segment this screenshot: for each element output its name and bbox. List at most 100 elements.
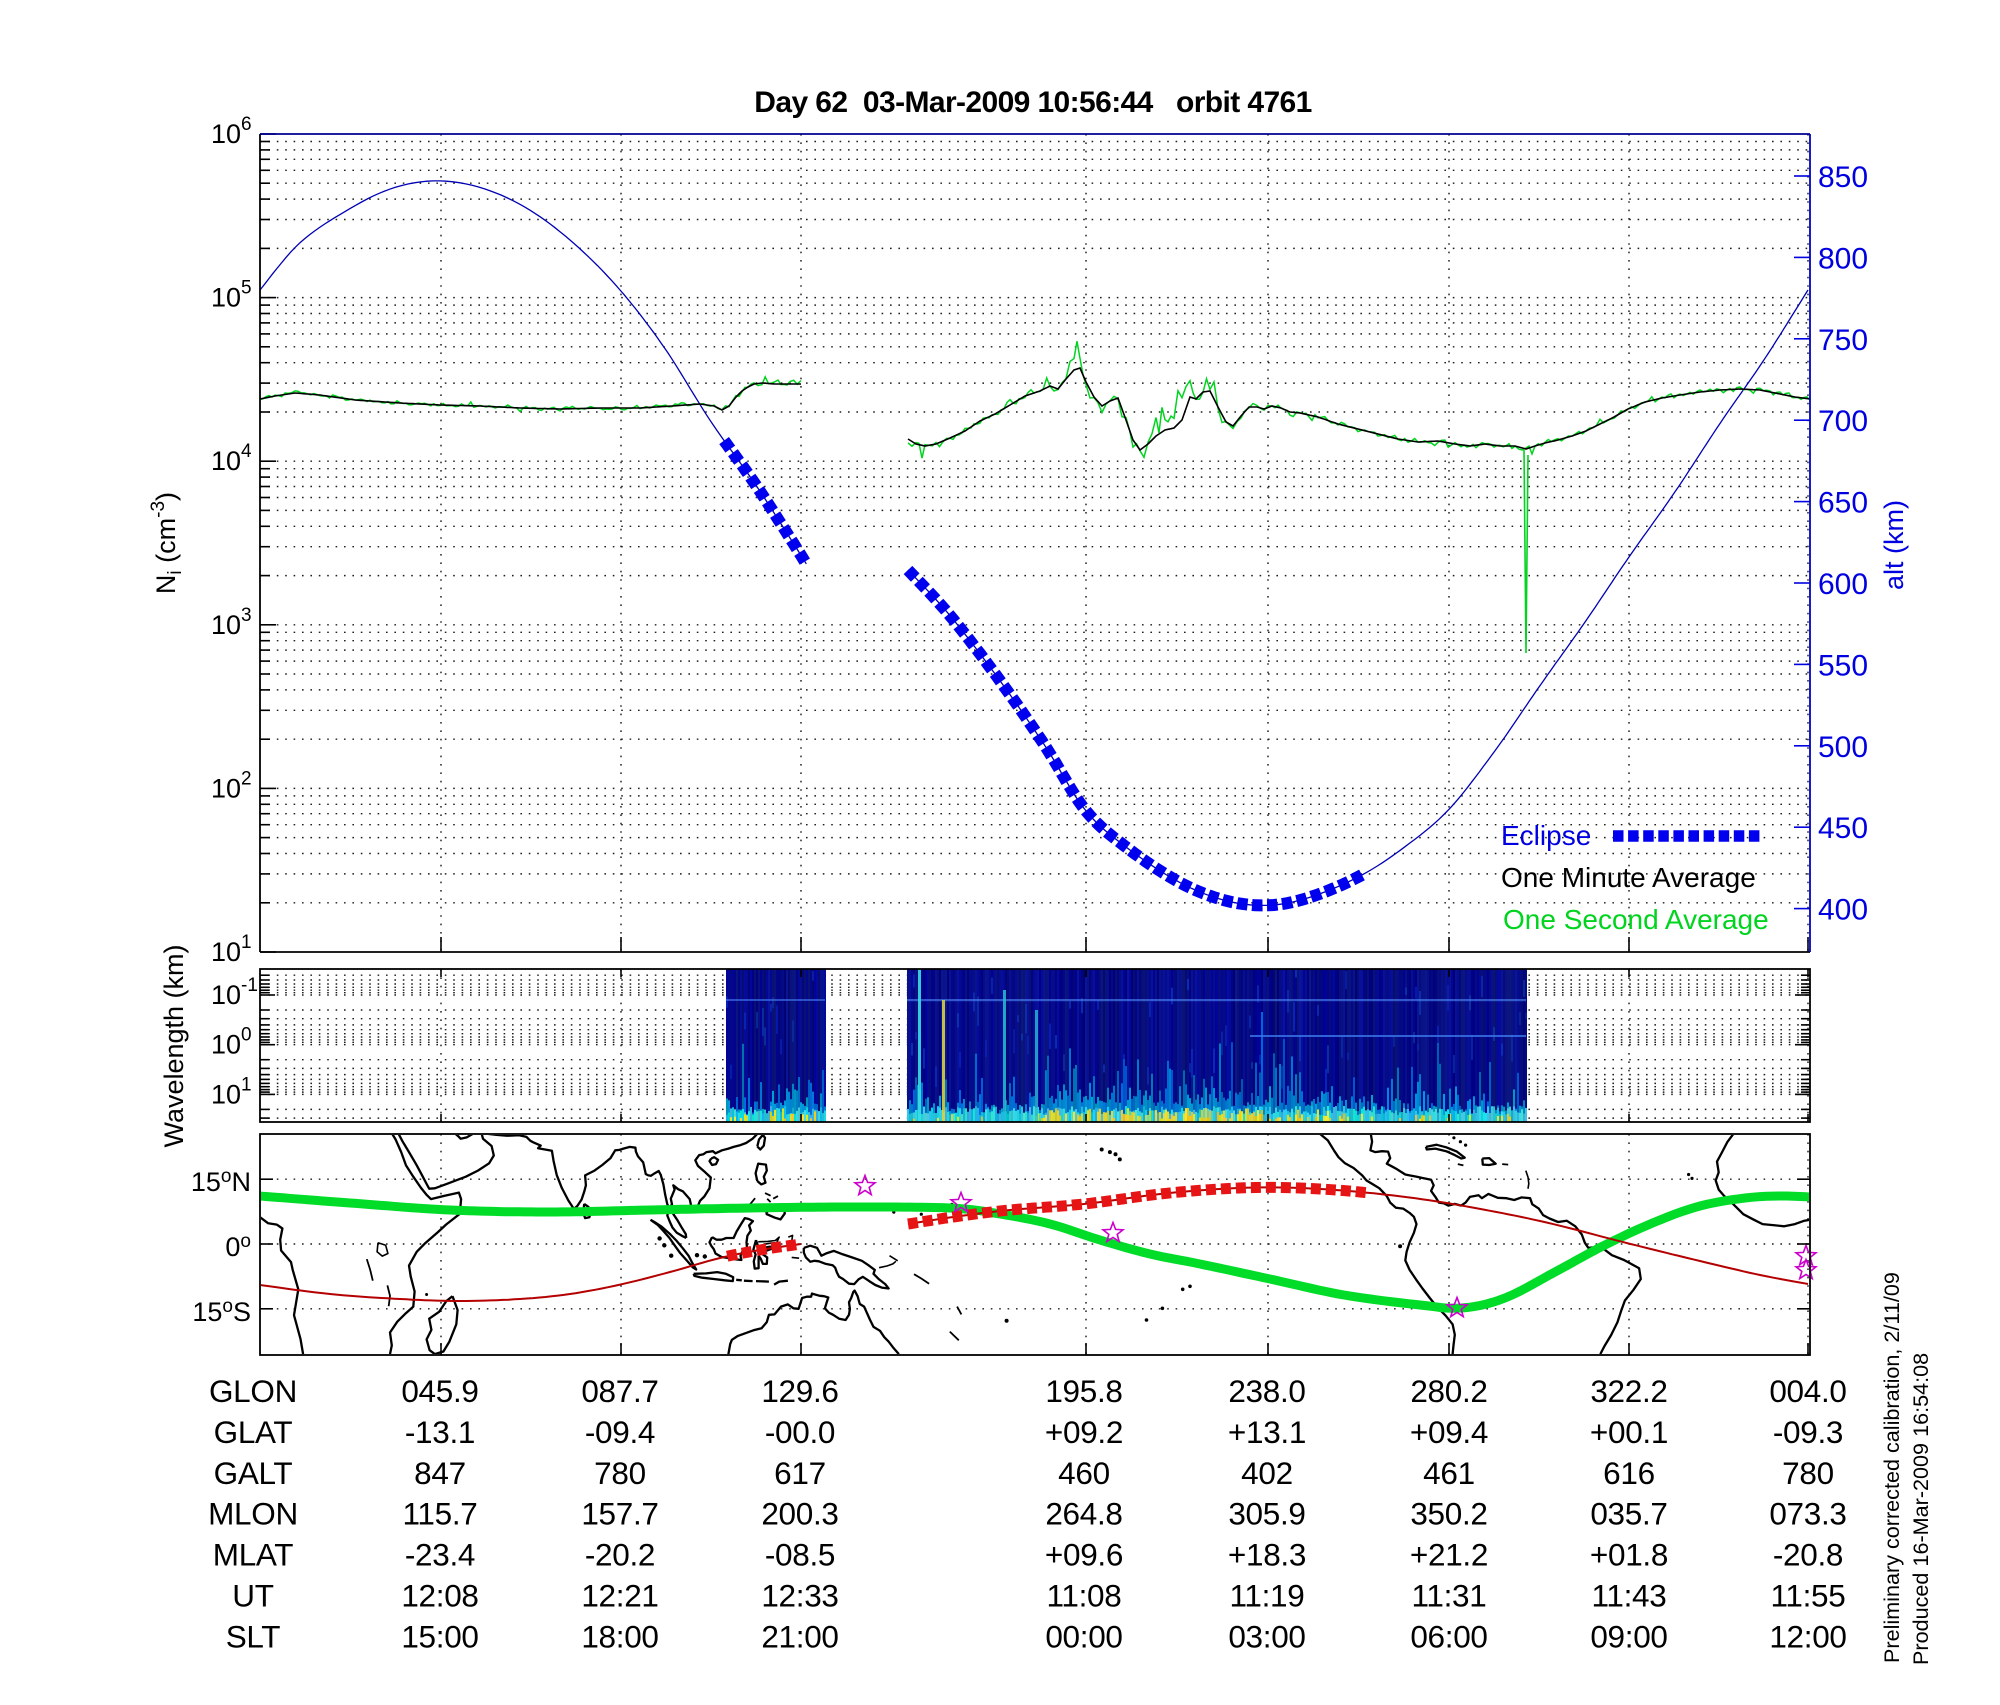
svg-text:06:00: 06:00 — [1410, 1618, 1487, 1654]
svg-text:5: 5 — [241, 278, 252, 299]
svg-text:-13.1: -13.1 — [405, 1414, 475, 1450]
svg-text:-08.5: -08.5 — [765, 1537, 835, 1573]
svg-text:004.0: 004.0 — [1769, 1373, 1846, 1409]
svg-text:-20.8: -20.8 — [1773, 1537, 1843, 1573]
svg-text:322.2: 322.2 — [1590, 1373, 1667, 1409]
svg-text:238.0: 238.0 — [1228, 1373, 1305, 1409]
svg-text:GLAT: GLAT — [214, 1414, 293, 1450]
svg-text:087.7: 087.7 — [581, 1373, 658, 1409]
svg-text:1: 1 — [241, 932, 252, 953]
svg-text:1: 1 — [241, 1074, 252, 1095]
svg-text:305.9: 305.9 — [1228, 1496, 1305, 1532]
svg-text:-1: -1 — [241, 975, 258, 996]
svg-text:One Minute Average: One Minute Average — [1501, 862, 1756, 893]
svg-text:460: 460 — [1058, 1455, 1110, 1491]
svg-text:Produced 16-Mar-2009 16:54:08: Produced 16-Mar-2009 16:54:08 — [1908, 1353, 1933, 1665]
svg-text:10: 10 — [211, 283, 241, 313]
svg-text:+13.1: +13.1 — [1228, 1414, 1306, 1450]
svg-text:12:00: 12:00 — [1769, 1618, 1846, 1654]
svg-text:GALT: GALT — [214, 1455, 293, 1491]
svg-text:550: 550 — [1818, 649, 1868, 682]
svg-text:200.3: 200.3 — [761, 1496, 838, 1532]
svg-text:847: 847 — [414, 1455, 466, 1491]
svg-text:280.2: 280.2 — [1410, 1373, 1487, 1409]
svg-text:6: 6 — [241, 114, 252, 135]
svg-text:450: 450 — [1818, 812, 1868, 845]
svg-text:+09.6: +09.6 — [1045, 1537, 1123, 1573]
svg-text:461: 461 — [1423, 1455, 1475, 1491]
svg-text:GLON: GLON — [209, 1373, 297, 1409]
svg-text:10: 10 — [211, 773, 241, 803]
svg-text:10: 10 — [211, 980, 241, 1010]
svg-text:+01.8: +01.8 — [1590, 1537, 1668, 1573]
svg-text:Preliminary corrected calibrat: Preliminary corrected calibration, 2/11/… — [1879, 1272, 1904, 1663]
svg-text:195.8: 195.8 — [1045, 1373, 1122, 1409]
svg-text:00:00: 00:00 — [1045, 1618, 1122, 1654]
svg-text:115.7: 115.7 — [403, 1496, 478, 1532]
svg-text:-09.3: -09.3 — [1773, 1414, 1843, 1450]
svg-text:+00.1: +00.1 — [1590, 1414, 1668, 1450]
svg-text:MLON: MLON — [208, 1496, 298, 1532]
svg-text:09:00: 09:00 — [1590, 1618, 1667, 1654]
svg-text:+09.2: +09.2 — [1045, 1414, 1123, 1450]
svg-text:073.3: 073.3 — [1769, 1496, 1846, 1532]
svg-text:10: 10 — [211, 119, 241, 149]
svg-text:617: 617 — [774, 1455, 826, 1491]
svg-text:12:33: 12:33 — [761, 1578, 838, 1614]
svg-text:SLT: SLT — [226, 1618, 281, 1654]
svg-text:Day 62 03-Mar-2009 10:56:44: Day 62 03-Mar-2009 10:56:44 orbit 4761 — [754, 86, 1311, 119]
svg-text:10: 10 — [211, 937, 241, 967]
svg-text:0: 0 — [241, 1025, 252, 1046]
svg-text:12:08: 12:08 — [401, 1578, 478, 1614]
svg-text:One Second Average: One Second Average — [1503, 904, 1769, 935]
svg-text:616: 616 — [1603, 1455, 1655, 1491]
svg-text:2: 2 — [241, 768, 252, 789]
svg-text:12:21: 12:21 — [581, 1578, 658, 1614]
svg-text:21:00: 21:00 — [761, 1618, 838, 1654]
svg-text:-23.4: -23.4 — [405, 1537, 475, 1573]
svg-text:850: 850 — [1818, 161, 1868, 194]
svg-text:402: 402 — [1241, 1455, 1293, 1491]
svg-text:3: 3 — [241, 605, 252, 626]
svg-text:03:00: 03:00 — [1228, 1618, 1305, 1654]
svg-text:-09.4: -09.4 — [585, 1414, 655, 1450]
svg-text:+21.2: +21.2 — [1410, 1537, 1488, 1573]
svg-text:035.7: 035.7 — [1590, 1496, 1667, 1532]
svg-text:750: 750 — [1818, 324, 1868, 357]
svg-text:15:00: 15:00 — [401, 1618, 478, 1654]
svg-text:10: 10 — [211, 1030, 241, 1060]
svg-text:157.7: 157.7 — [581, 1496, 658, 1532]
svg-text:15oS: 15oS — [192, 1296, 251, 1327]
svg-text:-00.0: -00.0 — [765, 1414, 835, 1450]
svg-text:+09.4: +09.4 — [1410, 1414, 1488, 1450]
svg-text:500: 500 — [1818, 731, 1868, 764]
svg-text:10: 10 — [211, 610, 241, 640]
svg-text:MLAT: MLAT — [213, 1537, 294, 1573]
svg-text:+18.3: +18.3 — [1228, 1537, 1306, 1573]
svg-text:129.6: 129.6 — [761, 1373, 838, 1409]
svg-text:10: 10 — [211, 446, 241, 476]
svg-text:11:19: 11:19 — [1230, 1578, 1305, 1614]
svg-text:-20.2: -20.2 — [585, 1537, 655, 1573]
svg-text:Eclipse: Eclipse — [1501, 820, 1591, 851]
svg-text:11:55: 11:55 — [1771, 1578, 1846, 1614]
svg-text:400: 400 — [1818, 894, 1868, 927]
svg-text:11:31: 11:31 — [1412, 1578, 1487, 1614]
svg-text:UT: UT — [232, 1578, 273, 1614]
svg-text:350.2: 350.2 — [1410, 1496, 1487, 1532]
svg-text:780: 780 — [1782, 1455, 1834, 1491]
svg-text:650: 650 — [1818, 487, 1868, 520]
svg-text:11:08: 11:08 — [1047, 1578, 1122, 1614]
svg-text:11:43: 11:43 — [1592, 1578, 1667, 1614]
svg-text:045.9: 045.9 — [401, 1373, 478, 1409]
svg-text:alt (km): alt (km) — [1879, 500, 1909, 590]
svg-text:18:00: 18:00 — [581, 1618, 658, 1654]
svg-text:700: 700 — [1818, 405, 1868, 438]
svg-text:264.8: 264.8 — [1045, 1496, 1122, 1532]
svg-text:600: 600 — [1818, 568, 1868, 601]
svg-text:Wavelength (km): Wavelength (km) — [159, 944, 189, 1147]
svg-text:4: 4 — [241, 441, 252, 462]
svg-text:800: 800 — [1818, 242, 1868, 275]
svg-text:780: 780 — [594, 1455, 646, 1491]
svg-text:10: 10 — [211, 1079, 241, 1109]
